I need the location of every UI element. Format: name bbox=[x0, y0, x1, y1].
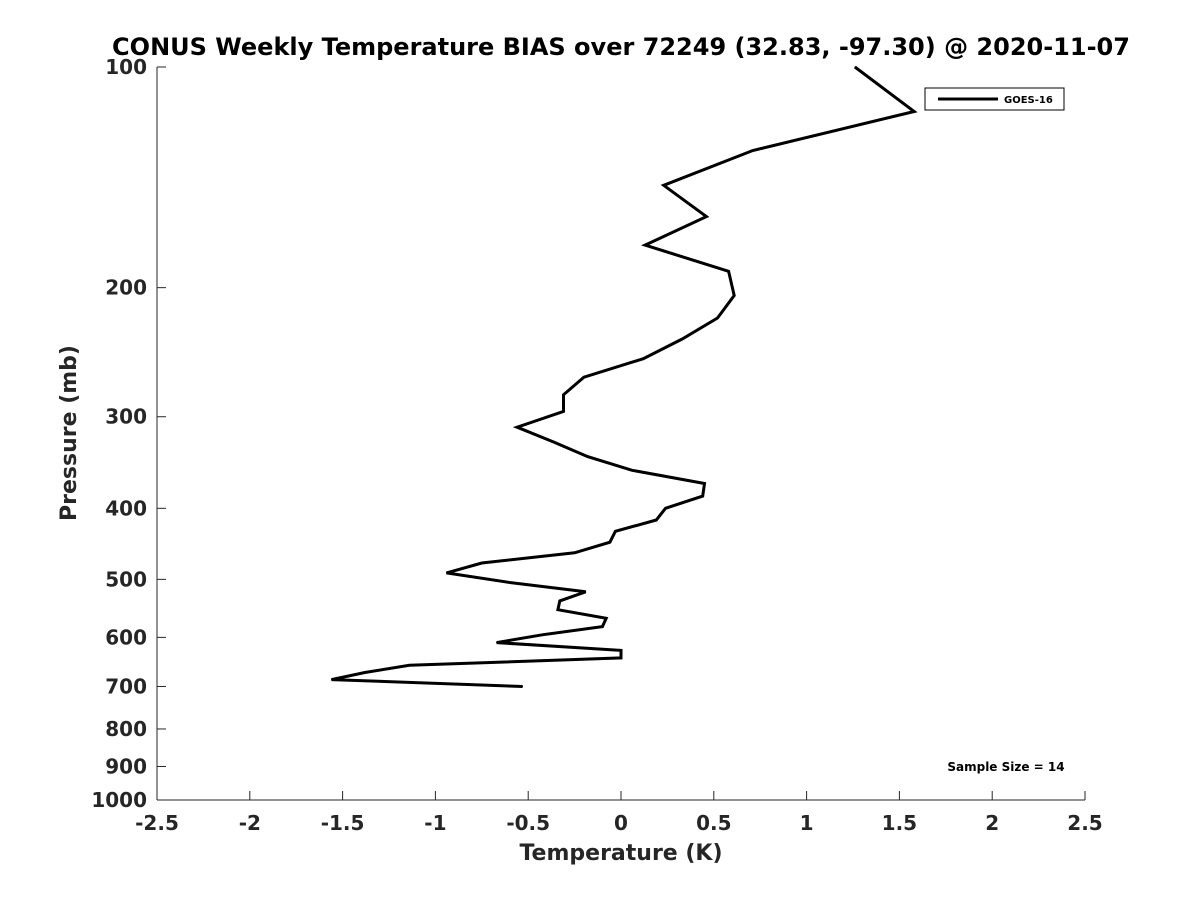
x-tick-label: 2.5 bbox=[1067, 811, 1102, 835]
data-point bbox=[717, 317, 718, 319]
y-tick-label: 700 bbox=[105, 674, 147, 698]
x-tick-label: 2 bbox=[985, 811, 999, 835]
data-point bbox=[481, 562, 483, 564]
x-tick-label: -2 bbox=[239, 811, 261, 835]
data-point bbox=[408, 664, 410, 666]
data-point bbox=[331, 679, 332, 681]
data-point bbox=[609, 541, 611, 543]
data-point bbox=[620, 649, 622, 651]
chart-title: CONUS Weekly Temperature BIAS over 72249… bbox=[112, 33, 1130, 61]
y-tick-label: 900 bbox=[105, 754, 147, 778]
x-axis: -2.5 -2 -1.5 -1 -0.5 0 0.5 1 1.5 2 2.5 bbox=[135, 791, 1103, 835]
y-tick-label: 500 bbox=[105, 567, 147, 591]
y-tick-label: 100 bbox=[105, 55, 147, 79]
data-point bbox=[563, 394, 564, 396]
data-point bbox=[913, 111, 915, 112]
data-point bbox=[614, 530, 616, 532]
data-point bbox=[557, 609, 559, 611]
data-point bbox=[620, 657, 622, 659]
x-tick-label: -1 bbox=[424, 811, 446, 835]
data-point bbox=[542, 634, 544, 636]
data-point bbox=[522, 686, 524, 687]
data-point bbox=[583, 376, 585, 378]
data-point bbox=[559, 600, 561, 602]
data-point bbox=[496, 642, 498, 644]
data-point bbox=[605, 617, 607, 619]
data-point bbox=[516, 426, 518, 428]
data-point bbox=[644, 244, 646, 246]
x-tick-label: -0.5 bbox=[506, 811, 550, 835]
x-tick-label: 0 bbox=[614, 811, 628, 835]
x-axis-label: Temperature (K) bbox=[519, 841, 722, 866]
data-point bbox=[665, 507, 666, 509]
sample-size-annotation: Sample Size = 14 bbox=[947, 760, 1064, 774]
legend: GOES-16 bbox=[924, 87, 1065, 111]
data-point bbox=[446, 572, 447, 574]
x-tick-label: 1.5 bbox=[882, 811, 917, 835]
data-point bbox=[681, 338, 683, 340]
data-point bbox=[587, 456, 589, 458]
data-point bbox=[509, 582, 511, 583]
data-point bbox=[663, 184, 665, 186]
y-tick-label: 600 bbox=[105, 625, 147, 649]
series-layer bbox=[331, 65, 918, 688]
y-axis-label: Pressure (mb) bbox=[57, 345, 82, 521]
y-tick-label: 300 bbox=[105, 405, 147, 429]
data-point bbox=[752, 150, 754, 151]
data-point bbox=[563, 410, 564, 412]
data-point bbox=[585, 591, 587, 593]
data-point bbox=[702, 495, 704, 497]
data-point bbox=[631, 469, 633, 471]
data-point bbox=[601, 626, 603, 628]
data-point bbox=[705, 216, 707, 218]
x-tick-label: -2.5 bbox=[135, 811, 179, 835]
plot-area bbox=[157, 67, 1085, 800]
data-point bbox=[553, 441, 555, 443]
data-point bbox=[728, 270, 730, 272]
y-tick-label: 200 bbox=[105, 276, 147, 300]
data-point bbox=[364, 672, 366, 673]
data-point bbox=[854, 66, 856, 68]
data-point bbox=[574, 552, 576, 554]
x-tick-label: 0.5 bbox=[696, 811, 731, 835]
x-tick-label: -1.5 bbox=[321, 811, 365, 835]
data-point bbox=[655, 519, 657, 521]
data-point bbox=[733, 295, 735, 296]
y-axis: 100 200 300 400 500 600 700 800 900 1000 bbox=[91, 55, 166, 812]
data-point bbox=[642, 358, 644, 360]
y-tick-label: 400 bbox=[105, 496, 147, 520]
x-tick-label: 1 bbox=[800, 811, 814, 835]
data-point bbox=[704, 483, 705, 484]
y-tick-label: 1000 bbox=[91, 788, 147, 812]
y-tick-label: 800 bbox=[105, 717, 147, 741]
legend-label-goes-16: GOES-16 bbox=[1004, 95, 1053, 106]
